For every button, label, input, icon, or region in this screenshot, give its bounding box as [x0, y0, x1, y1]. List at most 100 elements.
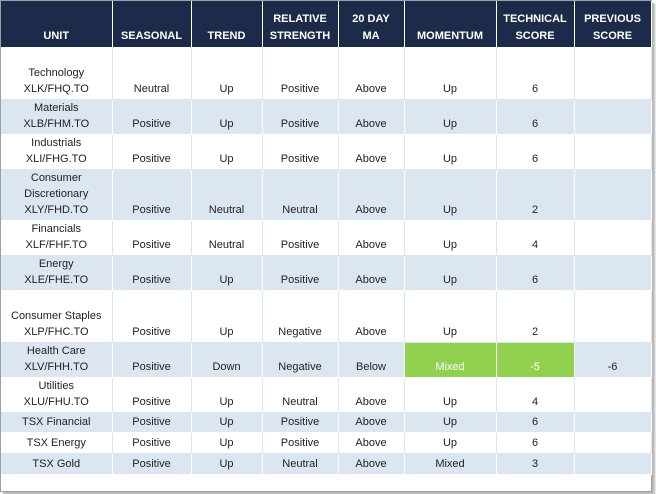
unit-line: Utilities: [38, 379, 74, 392]
momentum-cell: Mixed: [404, 342, 497, 378]
header-relative-strength: RELATIVE STRENGTH: [262, 1, 339, 47]
previous-score-cell: [574, 47, 652, 100]
previous-score-cell: [574, 377, 652, 413]
ma-cell: Above: [338, 290, 405, 343]
unit-cell: Consumer Staples XLP/FHC.TO: [1, 290, 113, 343]
unit-line: XLI/FHG.TO: [25, 152, 87, 165]
unit-line: TSX Financial: [22, 415, 91, 428]
header-previous-score: PREVIOUS SCORE: [574, 1, 652, 47]
table-row: Materials XLB/FHM.TO Positive Up Positive Abo…: [1, 99, 652, 135]
trend-cell: Up: [191, 255, 263, 291]
momentum-cell: Up: [404, 255, 497, 291]
header-momentum: MOMENTUM: [404, 1, 497, 47]
seasonal-cell: Positive: [112, 220, 192, 256]
trend-cell: Up: [191, 377, 263, 413]
previous-score-cell: -6: [574, 342, 652, 378]
trend-cell: Up: [191, 290, 263, 343]
header-trend: TREND: [191, 1, 263, 47]
unit-line: Materials: [33, 101, 79, 114]
previous-score-cell: [574, 453, 652, 475]
momentum-cell: Up: [404, 220, 497, 256]
previous-score-cell: [574, 99, 652, 135]
table-row: TSX Energy Positive Up Positive Above Up 6: [1, 432, 652, 454]
relative-strength-cell: Positive: [262, 99, 339, 135]
momentum-cell: Up: [404, 47, 497, 100]
previous-score-cell: [574, 255, 652, 291]
table-row: Utilities XLU/FHU.TO Positive Up Neutral Abov…: [1, 377, 652, 413]
trend-cell: Neutral: [191, 169, 263, 221]
trend-cell: Up: [191, 99, 263, 135]
technical-score-cell: 6: [496, 255, 575, 291]
trend-cell: Up: [191, 432, 263, 454]
momentum-cell: Up: [404, 432, 497, 454]
ma-cell: Above: [338, 99, 405, 135]
unit-cell: TSX Gold: [1, 453, 113, 475]
seasonal-cell: Positive: [112, 99, 192, 135]
relative-strength-cell: Neutral: [262, 453, 339, 475]
header-row: UNIT SEASONAL TREND RELATIVE STRENGTH 20 …: [1, 1, 652, 47]
relative-strength-cell: Positive: [262, 255, 339, 291]
table-row: TSX Gold Positive Up Neutral Above Mixed 3: [1, 453, 652, 475]
relative-strength-cell: Positive: [262, 220, 339, 256]
ma-cell: Above: [338, 47, 405, 100]
technical-score-cell: 4: [496, 377, 575, 413]
seasonal-cell: Neutral: [112, 47, 192, 100]
table-row: Financials XLF/FHF.TO Positive Neutral Posit…: [1, 220, 652, 256]
ma-cell: Above: [338, 220, 405, 256]
unit-line: XLV/FHH.TO: [24, 360, 89, 373]
technical-score-cell: 6: [496, 99, 575, 135]
ma-cell: Below: [338, 342, 405, 378]
previous-score-cell: [574, 134, 652, 170]
relative-strength-cell: Negative: [262, 342, 339, 378]
technical-score-cell: 4: [496, 220, 575, 256]
trend-cell: Up: [191, 47, 263, 100]
trend-cell: Neutral: [191, 220, 263, 256]
unit-line: Financials: [31, 222, 82, 235]
unit-line: XLU/FHU.TO: [23, 395, 89, 408]
header-20-day-ma: 20 DAY MA: [338, 1, 405, 47]
unit-line: XLK/FHQ.TO: [23, 82, 89, 95]
previous-score-cell: [574, 220, 652, 256]
unit-line: Health Care: [26, 344, 86, 357]
table-row: Consumer Staples XLP/FHC.TO Positive Up Nega…: [1, 290, 652, 343]
relative-strength-cell: Negative: [262, 290, 339, 343]
trend-cell: Down: [191, 342, 263, 378]
technical-score-cell: 6: [496, 412, 575, 433]
relative-strength-cell: Positive: [262, 134, 339, 170]
unit-line: XLB/FHM.TO: [23, 117, 90, 130]
ma-cell: Above: [338, 412, 405, 433]
table-row: Industrials XLI/FHG.TO Positive Up Positive A…: [1, 134, 652, 170]
unit-line: XLE/FHE.TO: [24, 273, 89, 286]
technical-score-cell: 6: [496, 47, 575, 100]
ma-cell: Above: [338, 377, 405, 413]
previous-score-cell: [574, 290, 652, 343]
table-row: Consumer Discretionary XLY/FHD.TO Positive N…: [1, 169, 652, 221]
technical-score-cell: 2: [496, 169, 575, 221]
unit-cell: Materials XLB/FHM.TO: [1, 99, 113, 135]
table-row: Health Care XLV/FHH.TO Positive Down Negativ…: [1, 342, 652, 378]
header-technical-score: TECHNICAL SCORE: [496, 1, 575, 47]
momentum-cell: Up: [404, 169, 497, 221]
unit-cell: Industrials XLI/FHG.TO: [1, 134, 113, 170]
trend-cell: Up: [191, 412, 263, 433]
seasonal-cell: Positive: [112, 377, 192, 413]
technical-score-cell: 6: [496, 432, 575, 454]
momentum-cell: Up: [404, 99, 497, 135]
trend-cell: Up: [191, 134, 263, 170]
unit-cell: TSX Energy: [1, 432, 113, 454]
seasonal-cell: Positive: [112, 412, 192, 433]
seasonal-cell: Positive: [112, 169, 192, 221]
unit-line: TSX Energy: [26, 436, 86, 449]
relative-strength-cell: Neutral: [262, 169, 339, 221]
unit-line: Discretionary: [24, 187, 89, 200]
momentum-cell: Up: [404, 134, 497, 170]
unit-cell: Technology XLK/FHQ.TO: [1, 47, 113, 100]
ma-cell: Above: [338, 453, 405, 475]
unit-line: Industrials: [31, 136, 82, 149]
previous-score-cell: [574, 412, 652, 433]
momentum-cell: Mixed: [404, 453, 497, 475]
previous-score-cell: [574, 432, 652, 454]
sector-score-table: UNIT SEASONAL TREND RELATIVE STRENGTH 20 …: [1, 1, 652, 475]
technical-score-cell: -5: [496, 342, 575, 378]
